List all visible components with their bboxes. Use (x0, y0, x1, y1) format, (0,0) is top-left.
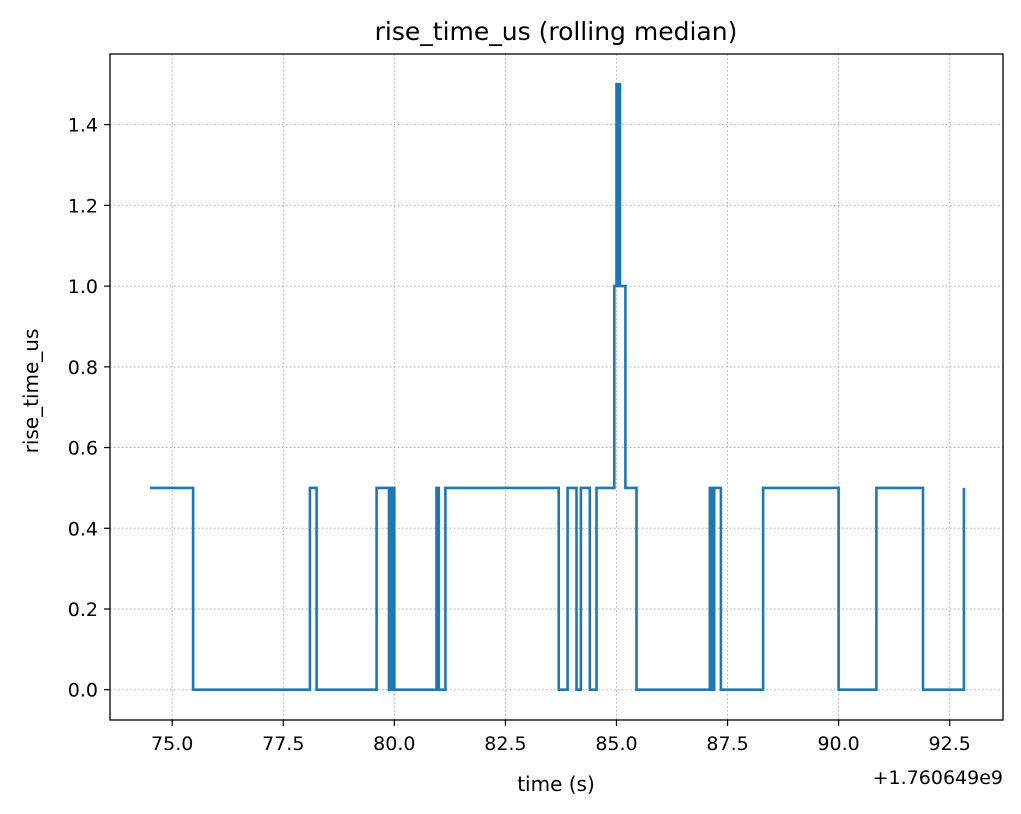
plot-frame (109, 53, 1004, 721)
y-tick-label: 0.2 (68, 599, 98, 621)
x-tick-label: 85.0 (595, 733, 637, 755)
grid (110, 54, 1003, 720)
x-axis-label: time (s) (517, 772, 595, 796)
x-tick-label: 82.5 (484, 733, 526, 755)
x-tick-label: 87.5 (706, 733, 748, 755)
y-tick-label: 0.0 (68, 680, 98, 702)
tick-labels: 75.0 77.5 80.0 82.5 85.0 87.5 90.0 92.5 0.0 0.2 0.… (68, 115, 971, 755)
chart-title: rise_time_us (rolling median) (375, 17, 738, 46)
y-tick-label: 0.4 (68, 518, 98, 540)
x-tick-label: 80.0 (373, 733, 415, 755)
x-tick-label: 92.5 (929, 733, 971, 755)
y-tick-label: 0.8 (68, 357, 98, 379)
y-tick-label: 0.6 (68, 438, 98, 460)
y-tick-label: 1.4 (68, 115, 98, 137)
x-offset-text: +1.760649e9 (873, 767, 1003, 789)
x-tick-label: 77.5 (262, 733, 304, 755)
y-tick-label: 1.0 (68, 276, 98, 298)
x-tick-label: 90.0 (817, 733, 859, 755)
ticks (104, 124, 951, 726)
y-axis-label: rise_time_us (19, 329, 43, 454)
y-tick-label: 1.2 (68, 195, 98, 217)
x-tick-label: 75.0 (151, 733, 193, 755)
series-line (150, 83, 966, 691)
